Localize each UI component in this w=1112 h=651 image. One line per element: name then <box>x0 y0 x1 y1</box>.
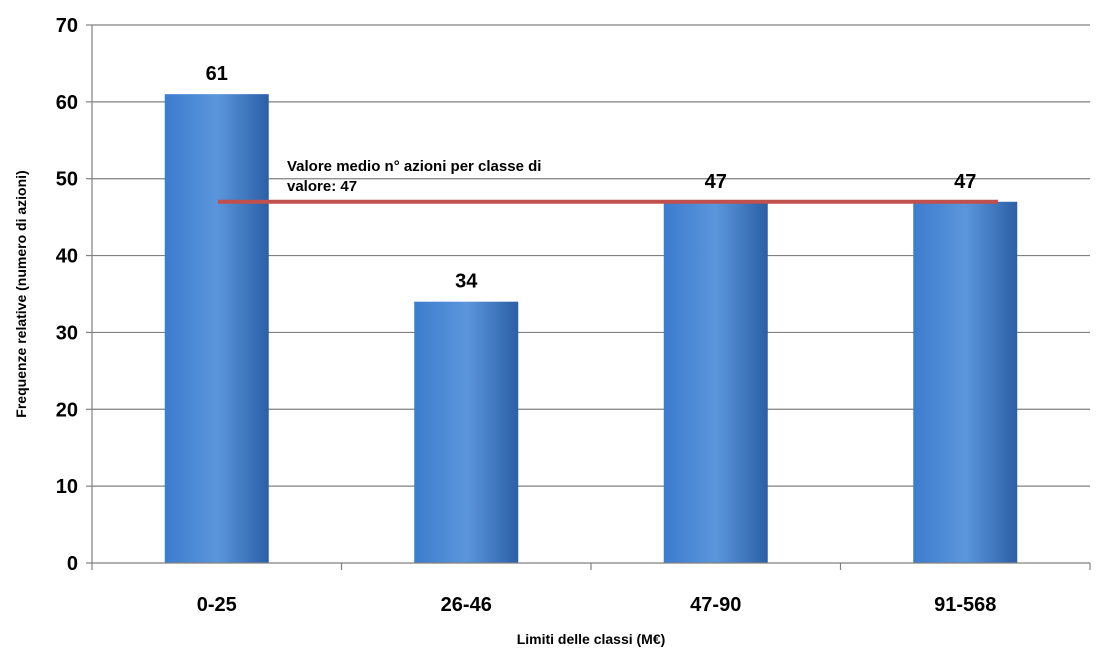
y-tick-label: 20 <box>56 399 78 421</box>
y-tick-label: 30 <box>56 322 78 344</box>
x-tick-label: 26-46 <box>441 594 492 616</box>
x-tick-label: 47-90 <box>690 594 741 616</box>
y-tick-label: 10 <box>56 476 78 498</box>
y-tick-label: 40 <box>56 246 78 268</box>
bars <box>164 94 1018 564</box>
bar-91-568 <box>913 201 1018 563</box>
y-tick-label: 70 <box>56 15 78 37</box>
y-tick-label: 50 <box>56 169 78 191</box>
x-axis-title: Limiti delle classi (M€) <box>517 631 666 647</box>
bar-0-25 <box>164 94 269 564</box>
x-tick-label: 91-568 <box>934 594 996 616</box>
labels: 0 10 20 30 40 50 60 70 61 0-25 34 26-46 47 47-90 47 91-… <box>13 15 996 647</box>
x-tick-label: 0-25 <box>197 594 237 616</box>
bar-47-90 <box>663 201 768 563</box>
data-label: 61 <box>206 63 228 85</box>
bar-26-46 <box>414 301 519 563</box>
y-axis-title: Frequenze relative (numero di azioni) <box>13 170 29 417</box>
axes <box>86 24 1091 570</box>
mean-annotation-line1: Valore medio n° azioni per classe di <box>287 158 541 175</box>
data-label: 47 <box>954 171 976 193</box>
data-label: 34 <box>455 271 478 293</box>
data-label: 47 <box>705 171 727 193</box>
y-tick-label: 0 <box>67 553 78 575</box>
mean-annotation-line2: valore: 47 <box>287 178 357 195</box>
y-tick-label: 60 <box>56 92 78 114</box>
